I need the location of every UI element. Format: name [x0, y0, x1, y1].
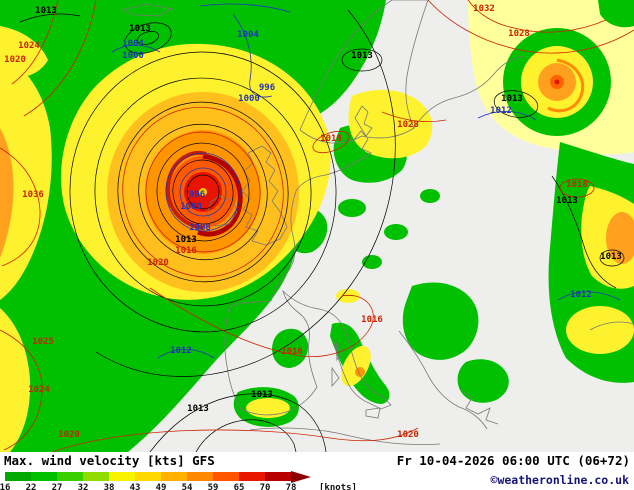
coastlines [120, 0, 634, 446]
isobar-label: 1016 [281, 347, 303, 357]
footer: Max. wind velocity [kts] GFS Fr 10-04-20… [0, 452, 634, 490]
isobar-label: 1013 [600, 252, 622, 262]
legend-tick: 49 [155, 483, 167, 490]
isobars-red [0, 0, 634, 452]
isobar-label: 1013 [187, 404, 209, 414]
isobar-label: 1032 [473, 4, 495, 14]
legend-tick: 22 [25, 483, 37, 490]
footer-legend-row: 16 22 27 32 38 43 49 54 59 65 70 78 [knots] ©weather… [0, 468, 634, 490]
isobar-label: 1013 [501, 94, 523, 104]
legend-tick: 59 [207, 483, 219, 490]
isobar-label: 1004 [122, 39, 144, 49]
legend-tick: 70 [259, 483, 271, 490]
legend-colorbar [5, 470, 311, 483]
legend-tick: 43 [129, 483, 141, 490]
legend-color-segment [265, 472, 291, 481]
isobar-label: 1018 [566, 180, 588, 190]
legend-tick: 54 [181, 483, 193, 490]
isobar-label: 1020 [4, 55, 26, 65]
isobar-label: 1020 [397, 430, 419, 440]
isobar-label: 1013 [556, 196, 578, 206]
chart-title: Max. wind velocity [kts] GFS [4, 453, 215, 468]
isobar-label: 1004 [237, 30, 259, 40]
isobar-label: 1000 [180, 202, 202, 212]
legend-color-segment [83, 472, 109, 481]
legend-tick: 78 [285, 483, 297, 490]
legend-arrow [291, 470, 311, 483]
wind-field-orange-red [0, 58, 634, 377]
copyright: ©weatheronline.co.uk [490, 473, 629, 487]
isobars-black [19, 9, 625, 452]
isobar-label: 1013 [129, 24, 151, 34]
wind-speed-legend: 16 22 27 32 38 43 49 54 59 65 70 78 [knots] [0, 470, 357, 490]
legend-color-segment [213, 472, 239, 481]
legend-color-segment [135, 472, 161, 481]
isobar-label: 1013 [175, 235, 197, 245]
isobar-label: 1025 [32, 337, 54, 347]
isobar-label: 1020 [147, 258, 169, 268]
legend-tick: 32 [77, 483, 89, 490]
legend-color-segment [57, 472, 83, 481]
pressure-labels: 1013102410201013100410001004996100010131… [4, 4, 622, 440]
legend-tick: 27 [51, 483, 63, 490]
legend-tick: 65 [233, 483, 245, 490]
wind-velocity-map: 1013102410201013100410001004996100010131… [0, 0, 634, 452]
legend-tick-labels: 16 22 27 32 38 43 49 54 59 65 70 78 [knots] [0, 483, 357, 490]
isobar-label: 1013 [251, 390, 273, 400]
footer-title-row: Max. wind velocity [kts] GFS Fr 10-04-20… [0, 452, 634, 468]
isobar-label: 1024 [18, 41, 40, 51]
legend-tick: 16 [0, 483, 11, 490]
legend-tick: 38 [103, 483, 115, 490]
legend-color-segment [187, 472, 213, 481]
legend-color-segment [161, 472, 187, 481]
legend-unit: [knots] [319, 483, 357, 490]
legend-color-segment [239, 472, 265, 481]
chart-datetime: Fr 10-04-2026 06:00 UTC (06+72) [396, 453, 630, 468]
legend-color-segment [5, 472, 31, 481]
isobar-label: 1013 [351, 51, 373, 61]
isobar-label: 1012 [490, 106, 512, 116]
isobar-label: 1036 [22, 190, 44, 200]
isobar-label: 1000 [122, 51, 144, 61]
isobar-label: 1012 [570, 290, 592, 300]
legend-color-segment [109, 472, 135, 481]
isobar-label: 1018 [320, 134, 342, 144]
isobar-label: 1028 [508, 29, 530, 39]
isobar-label: 996 [259, 83, 275, 93]
isobar-label: 1012 [170, 346, 192, 356]
map-area: 1013 1024 1020 1013 1004 1000 1004 996 1000 1013 1… [0, 0, 634, 452]
isobar-label: 1024 [28, 385, 50, 395]
isobar-label: 996 [189, 190, 205, 200]
isobar-label: 1000 [238, 94, 260, 104]
isobar-label: 1013 [35, 6, 57, 16]
isobar-label: 1020 [58, 430, 80, 440]
legend-color-segment [31, 472, 57, 481]
isobar-label: 1016 [361, 315, 383, 325]
isobar-label: 1028 [397, 120, 419, 130]
isobar-label: 1016 [175, 246, 197, 256]
contours-blue [111, 3, 621, 359]
isobar-label: 1008 [189, 223, 211, 233]
